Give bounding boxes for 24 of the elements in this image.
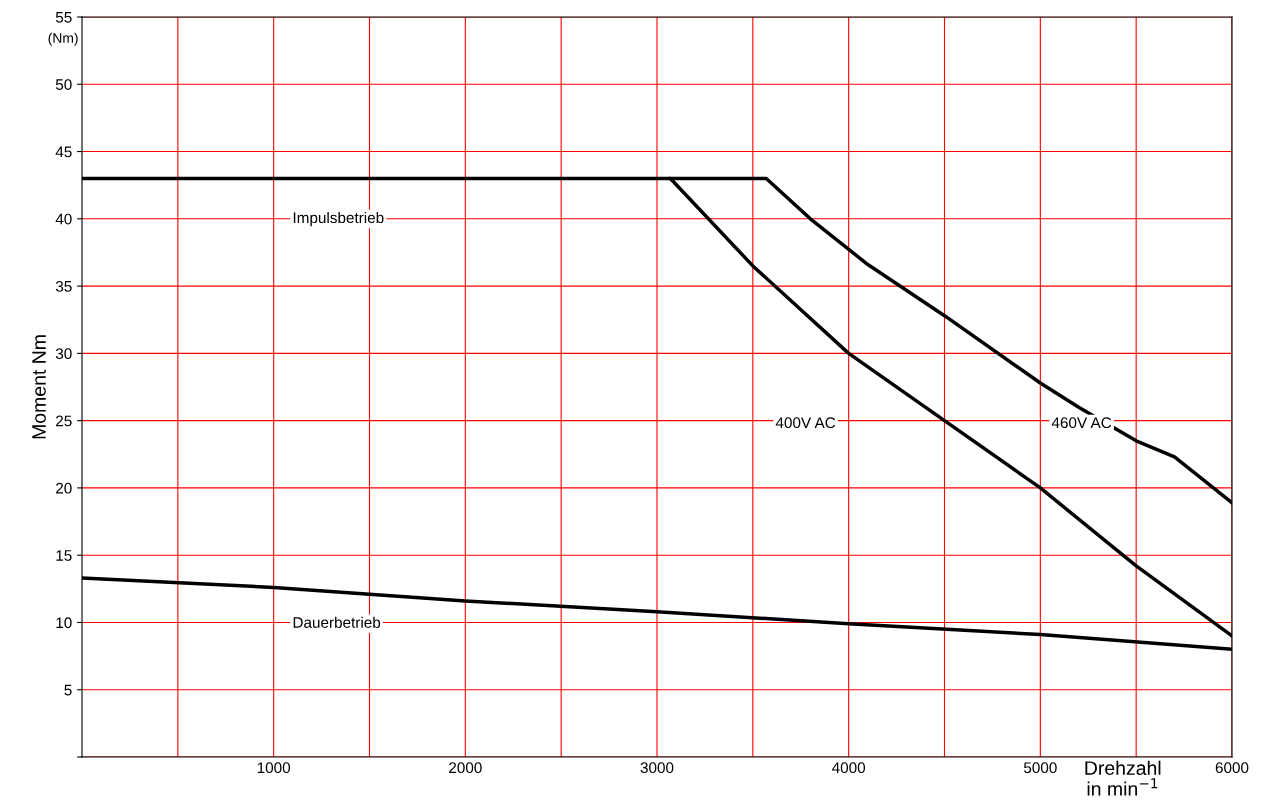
x-tick-label: 3000 [640,762,674,774]
x-tick-label: 2000 [449,762,482,774]
y-tick-label: 15 [56,550,72,561]
x-tick-label: 5000 [1023,762,1057,774]
y-tick-label: 50 [55,79,72,90]
x-axis-title: Drehzahl in min$^{−1}$ [1085,760,1161,796]
y-tick-label: 40 [55,213,72,225]
annotation: 400V AC [775,417,836,429]
y-axis-title: Moment Nm [32,335,46,439]
y-tick-label: 5 [64,684,72,696]
annotation: 460V AC [1051,417,1112,429]
y-tick-label: 35 [55,280,72,292]
x-tick-label: 1000 [257,762,291,774]
text: (Nm) [48,32,78,46]
y-tick-label: 45 [55,146,72,158]
y-tick-label: 30 [55,348,72,360]
x-tick-label: 4000 [832,762,866,774]
y-tick-label: 55 [55,12,72,23]
x-tick-label: 6000 [1215,762,1249,774]
annotation: Dauerbetrieb [293,616,381,628]
y-tick-label: 20 [56,482,72,494]
annotation: Impulsbetrieb [293,211,384,227]
y-tick-label: 25 [56,415,72,427]
y-tick-label: 10 [56,617,72,629]
